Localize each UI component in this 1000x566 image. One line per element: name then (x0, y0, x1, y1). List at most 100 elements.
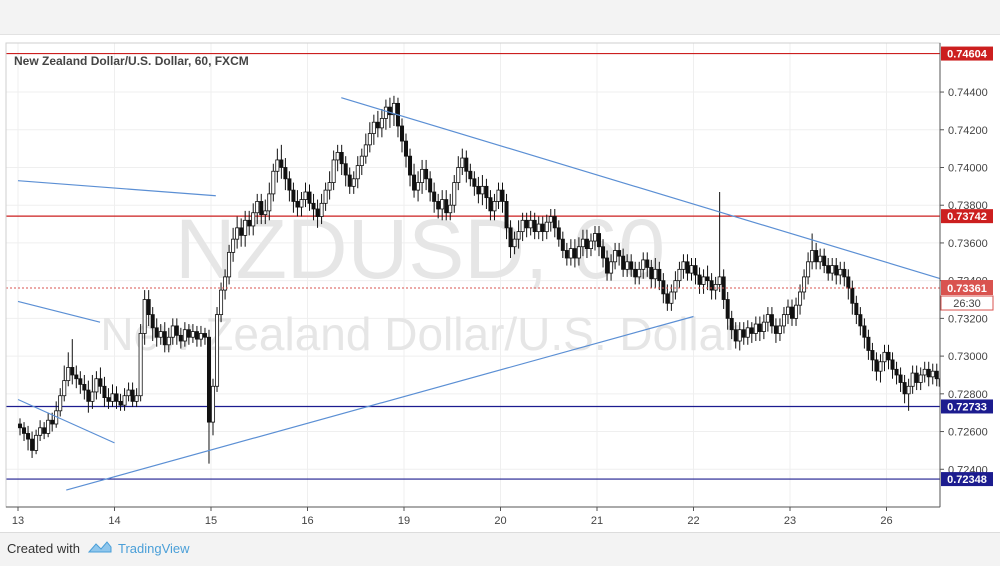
candle-down (597, 233, 602, 248)
candle-up (761, 321, 766, 332)
candle-up (818, 255, 823, 263)
candle-down (432, 191, 437, 202)
tradingview-logo-icon[interactable] (87, 538, 113, 561)
candle-down (621, 255, 626, 270)
candle-up (142, 299, 147, 334)
candle-up (528, 219, 533, 229)
price-chart[interactable]: NZDUSD, 60 New Zealand Dollar/U.S. Dolla… (0, 34, 1000, 532)
candle-down (894, 368, 899, 376)
candle-up (327, 182, 332, 191)
candle-up (480, 185, 485, 195)
candle-down (399, 125, 404, 142)
candle-down (70, 367, 75, 376)
candle-up (94, 378, 99, 393)
candle-up (520, 219, 525, 233)
candle-up (190, 331, 195, 338)
candle-up (653, 268, 658, 280)
candle-down (404, 140, 409, 157)
candle-up (371, 121, 376, 134)
candle-down (773, 325, 778, 334)
trend-line (17, 398, 115, 444)
candle-down (146, 299, 151, 316)
candle-down (552, 216, 557, 229)
time-axis[interactable]: 13 14 15 16 19 20 21 22 23 26 (12, 507, 893, 527)
candle-up (641, 259, 646, 270)
candle-up (355, 165, 360, 180)
price-tick-label: 0.72600 (948, 427, 988, 439)
last-price-text: 0.73361 (947, 283, 987, 295)
candle-up (275, 159, 280, 172)
time-tick-label: 19 (398, 515, 410, 527)
candle-up (255, 201, 260, 214)
candle-down (749, 327, 754, 334)
candle-down (436, 201, 441, 210)
candle-up (689, 265, 694, 274)
candle-up (588, 240, 593, 249)
candle-down (826, 265, 831, 274)
candle-down (633, 268, 638, 278)
candle-down (343, 163, 348, 176)
candle-up (34, 434, 39, 451)
time-tick-label: 13 (12, 515, 24, 527)
candle-up (46, 419, 51, 434)
level-price-tag (941, 399, 993, 414)
candle-up (943, 375, 946, 386)
candle-down (98, 378, 103, 387)
candle-up (806, 261, 811, 278)
tradingview-link[interactable]: TradingView (118, 541, 190, 556)
candle-down (842, 268, 847, 278)
candle-up (681, 261, 686, 270)
candle-down (174, 325, 179, 336)
candle-up (544, 221, 549, 233)
time-tick-label: 26 (880, 515, 892, 527)
level-price-tag (941, 46, 993, 61)
trend-line (66, 315, 694, 491)
candle-down (934, 370, 939, 380)
candle-up (580, 238, 585, 248)
candle-up (303, 191, 308, 200)
candle-down (814, 250, 819, 263)
candle-down (476, 185, 481, 195)
candle-up (878, 361, 883, 372)
candle-up (448, 204, 453, 214)
candle-down (914, 372, 919, 383)
candle-down (118, 400, 123, 406)
candle-down (408, 155, 413, 176)
time-tick-label: 20 (494, 515, 506, 527)
candle-down (870, 350, 875, 361)
candle-down (186, 329, 191, 338)
candle-up (219, 289, 224, 316)
level-price-text: 0.73742 (947, 211, 987, 223)
candle-down (902, 382, 907, 395)
candle-down (500, 189, 505, 202)
trend-line (341, 97, 940, 279)
candle-down (617, 250, 622, 257)
time-tick-label: 15 (205, 515, 217, 527)
candle-down (42, 427, 47, 434)
candle-down (858, 314, 863, 327)
candle-up (231, 238, 236, 253)
candle-down (86, 389, 91, 402)
time-tick-label: 14 (108, 515, 120, 527)
candle-down (74, 374, 79, 380)
level-price-tag (941, 209, 993, 224)
candle-up (838, 268, 843, 276)
candle-up (576, 246, 581, 259)
candle-down (106, 397, 111, 402)
candle-up (717, 276, 722, 285)
candle-down (307, 191, 312, 204)
candle-down (769, 314, 774, 327)
candle-up (930, 370, 935, 378)
candle-up (170, 325, 175, 338)
candle-down (790, 306, 795, 319)
candle-up (906, 385, 911, 395)
candle-up (227, 251, 232, 278)
candle-up (592, 233, 597, 242)
chart-title: New Zealand Dollar/U.S. Dollar, 60, FXCM (14, 54, 249, 68)
candle-up (158, 331, 163, 338)
time-tick-label: 23 (784, 515, 796, 527)
candle-down (846, 276, 851, 289)
candle-up (713, 284, 718, 291)
candle-down (488, 197, 493, 212)
candle-down (693, 265, 698, 276)
